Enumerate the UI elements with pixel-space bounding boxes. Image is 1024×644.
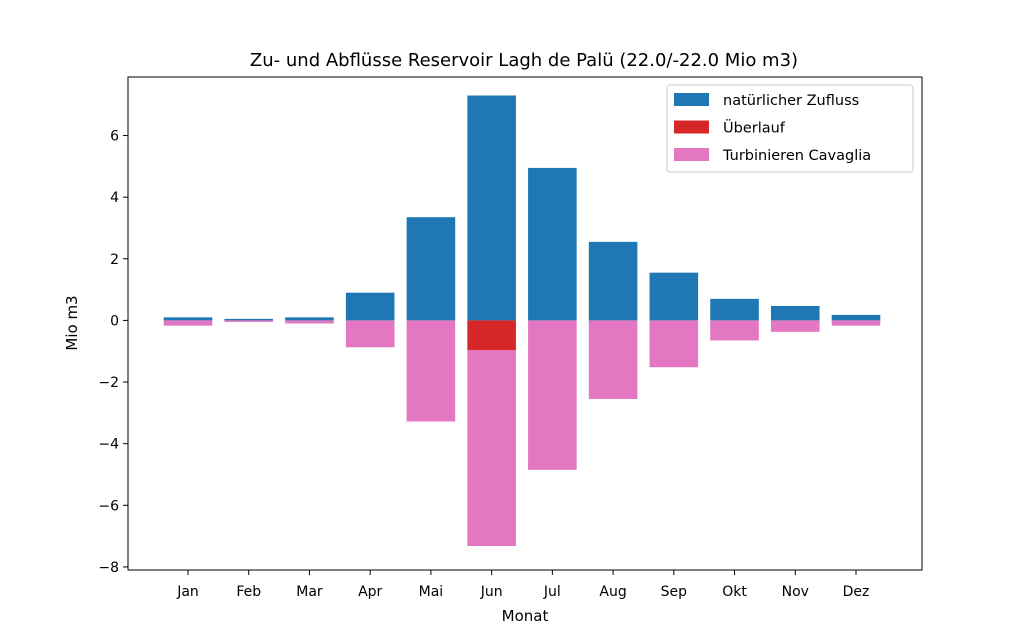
bar-turbinieren-cavaglia-jan [163,320,213,326]
y-tick-label: 2 [110,252,119,268]
bar-turbinieren-cavaglia-nov [770,320,820,332]
x-tick-label-mar: Mar [296,584,323,600]
bar-turbinieren-cavaglia-sep [649,320,699,368]
y-tick-label: −2 [98,375,119,391]
bars-layer [163,95,881,546]
plot-frame [127,76,923,571]
legend-label-1: Überlauf [723,119,786,137]
bar-nat-rlicher-zufluss-jun [467,95,516,321]
bar-nat-rlicher-zufluss-jul [528,167,577,321]
legend: natürlicher Zufluss Überlauf Turbinieren C… [666,84,914,173]
x-tick-label-jun: Jun [480,584,503,600]
legend-label-2: Turbinieren Cavaglia [722,148,871,164]
bar-turbinieren-cavaglia-jun [467,350,516,546]
x-tick-label-jul: Jul [543,584,561,600]
legend-box [666,84,914,173]
bar-nat-rlicher-zufluss-sep [649,272,699,321]
bar-turbinieren-cavaglia-jul [528,320,577,470]
bar-nat-rlicher-zufluss-aug [588,241,638,321]
bar--berlauf-jun [467,320,516,351]
x-axis: Jan Feb Mar Apr Mai Jun Jul Aug Sep Okt Nov Dez [176,570,869,600]
bar-nat-rlicher-zufluss-jan [163,317,213,321]
y-axis: −8 −6 −4 −2 0 2 4 6 [98,129,128,576]
bar-turbinieren-cavaglia-mai [406,320,456,422]
legend-swatch-1 [674,120,709,134]
x-tick-label-mai: Mai [419,584,444,600]
bar-nat-rlicher-zufluss-mar [285,317,334,321]
y-tick-label: −6 [98,498,119,514]
x-tick-label-dez: Dez [843,584,870,600]
bar-turbinieren-cavaglia-mar [285,320,334,324]
legend-swatch-2 [674,148,709,161]
bar-nat-rlicher-zufluss-apr [345,292,395,321]
y-axis-label: Mio m3 [63,295,81,350]
chart-title: Zu- und Abflüsse Reservoir Lagh de Palü … [250,50,798,71]
y-tick-label: 6 [110,129,119,145]
x-tick-label-okt: Okt [722,584,747,600]
x-tick-label-nov: Nov [782,584,809,600]
bar-turbinieren-cavaglia-feb [224,320,274,322]
x-tick-label-jan: Jan [176,584,199,600]
bar-nat-rlicher-zufluss-feb [224,318,274,321]
y-tick-label: 0 [110,313,119,329]
x-axis-label: Monat [502,607,549,625]
legend-label-0: natürlicher Zufluss [723,93,859,109]
x-tick-label-feb: Feb [236,584,261,600]
bar-nat-rlicher-zufluss-mai [406,217,456,321]
legend-swatch-0 [674,93,709,106]
bar-turbinieren-cavaglia-dez [831,320,881,326]
bar-turbinieren-cavaglia-aug [588,320,638,399]
bar-turbinieren-cavaglia-okt [710,320,759,341]
x-tick-label-aug: Aug [599,584,626,600]
bar-nat-rlicher-zufluss-dez [831,314,881,321]
x-tick-label-apr: Apr [358,584,382,600]
x-tick-label-sep: Sep [661,584,688,600]
bar-turbinieren-cavaglia-apr [345,320,395,348]
y-tick-label: −4 [98,437,119,453]
bar-nat-rlicher-zufluss-okt [710,298,759,321]
y-tick-label: −8 [98,560,119,576]
y-tick-label: 4 [110,190,119,206]
bar-nat-rlicher-zufluss-nov [770,305,820,321]
